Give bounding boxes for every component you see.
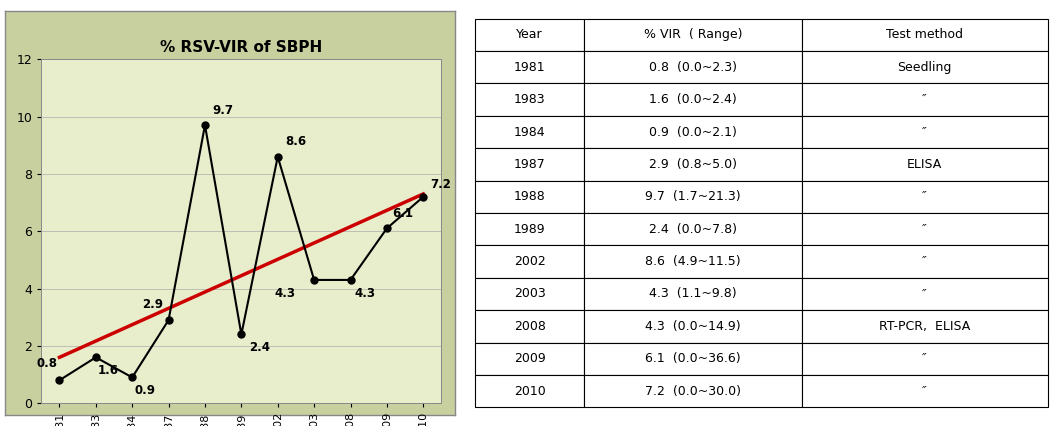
- Bar: [801, 278, 1048, 310]
- Text: ″: ″: [922, 352, 927, 365]
- Text: ″: ″: [922, 223, 927, 236]
- Bar: [475, 116, 584, 148]
- Text: 0.8  (0.0~2.3): 0.8 (0.0~2.3): [649, 61, 737, 74]
- Text: 1981: 1981: [514, 61, 545, 74]
- Bar: [801, 83, 1048, 116]
- Bar: [584, 83, 801, 116]
- Text: 2.9  (0.8~5.0): 2.9 (0.8~5.0): [649, 158, 737, 171]
- Text: 2003: 2003: [514, 288, 545, 300]
- Bar: [584, 375, 801, 407]
- Text: 7.2  (0.0~30.0): 7.2 (0.0~30.0): [644, 385, 741, 397]
- Text: 1988: 1988: [514, 190, 545, 203]
- Text: 0.9  (0.0~2.1): 0.9 (0.0~2.1): [649, 126, 737, 138]
- Text: 9.7  (1.7~21.3): 9.7 (1.7~21.3): [645, 190, 740, 203]
- Text: RT-PCR,  ELISA: RT-PCR, ELISA: [879, 320, 970, 333]
- Bar: [475, 213, 584, 245]
- Bar: [801, 213, 1048, 245]
- Text: 2009: 2009: [514, 352, 545, 365]
- Bar: [475, 19, 584, 51]
- Bar: [801, 245, 1048, 278]
- Text: ″: ″: [922, 288, 927, 300]
- Text: 6.1  (0.0~36.6): 6.1 (0.0~36.6): [645, 352, 740, 365]
- Bar: [801, 181, 1048, 213]
- Bar: [584, 213, 801, 245]
- Bar: [475, 375, 584, 407]
- Bar: [584, 116, 801, 148]
- Bar: [801, 116, 1048, 148]
- Bar: [475, 343, 584, 375]
- Bar: [475, 83, 584, 116]
- Bar: [801, 375, 1048, 407]
- Text: ″: ″: [922, 93, 927, 106]
- Bar: [584, 181, 801, 213]
- Bar: [584, 148, 801, 181]
- Text: 1987: 1987: [514, 158, 545, 171]
- Bar: [475, 278, 584, 310]
- Bar: [584, 278, 801, 310]
- Bar: [801, 51, 1048, 83]
- Text: 2008: 2008: [514, 320, 545, 333]
- Text: 2.4  (0.0~7.8): 2.4 (0.0~7.8): [649, 223, 737, 236]
- Text: 1.6  (0.0~2.4): 1.6 (0.0~2.4): [649, 93, 737, 106]
- Text: ELISA: ELISA: [907, 158, 942, 171]
- Bar: [801, 19, 1048, 51]
- Text: 1983: 1983: [514, 93, 545, 106]
- Bar: [801, 310, 1048, 343]
- Text: ″: ″: [922, 126, 927, 138]
- Bar: [475, 148, 584, 181]
- Bar: [584, 51, 801, 83]
- Text: ″: ″: [922, 190, 927, 203]
- Text: Test method: Test method: [887, 29, 963, 41]
- Text: 1989: 1989: [514, 223, 545, 236]
- Bar: [475, 181, 584, 213]
- Bar: [475, 245, 584, 278]
- Text: Year: Year: [516, 29, 543, 41]
- Bar: [584, 245, 801, 278]
- Bar: [584, 19, 801, 51]
- Bar: [475, 310, 584, 343]
- Text: ″: ″: [922, 255, 927, 268]
- Bar: [584, 310, 801, 343]
- Bar: [475, 51, 584, 83]
- Text: 8.6  (4.9~11.5): 8.6 (4.9~11.5): [645, 255, 740, 268]
- Text: 4.3  (0.0~14.9): 4.3 (0.0~14.9): [645, 320, 740, 333]
- Text: 4.3  (1.1~9.8): 4.3 (1.1~9.8): [649, 288, 737, 300]
- Text: Seedling: Seedling: [897, 61, 952, 74]
- Bar: [801, 148, 1048, 181]
- Text: ″: ″: [922, 385, 927, 397]
- Text: % VIR  ( Range): % VIR ( Range): [643, 29, 742, 41]
- Text: 2002: 2002: [514, 255, 545, 268]
- Bar: [801, 343, 1048, 375]
- Text: 2010: 2010: [514, 385, 545, 397]
- Text: 1984: 1984: [514, 126, 545, 138]
- Bar: [584, 343, 801, 375]
